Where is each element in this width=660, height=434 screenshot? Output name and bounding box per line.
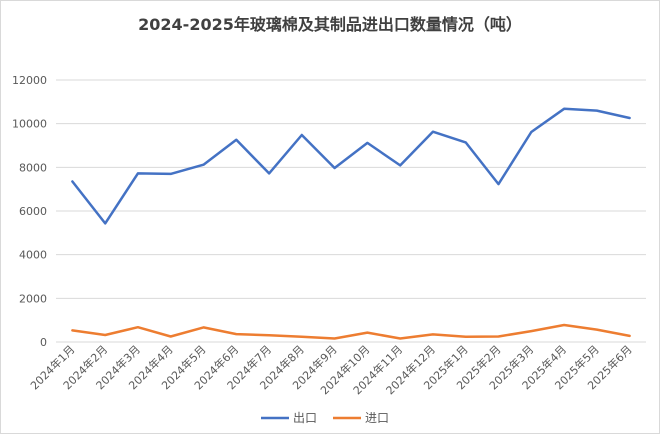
x-axis-ticks: 2024年1月2024年2月2024年3月2024年4月2024年5月2024年…	[27, 342, 634, 397]
y-tick-label: 4000	[19, 249, 47, 262]
y-tick-label: 10000	[12, 118, 47, 131]
y-axis-ticks: 0 2000 4000 6000 8000 10000 12000	[12, 74, 47, 349]
series-lines	[71, 107, 631, 340]
chart-title: 2024-2025年玻璃棉及其制品进出口数量情况（吨）	[138, 15, 522, 34]
legend: 出口 进口	[261, 411, 389, 425]
y-tick-label: 2000	[19, 292, 47, 305]
y-tick-label: 8000	[19, 161, 47, 174]
series-line-import	[71, 323, 631, 340]
y-tick-label: 6000	[19, 205, 47, 218]
gridlines	[56, 79, 646, 343]
series-line-export	[71, 107, 631, 225]
legend-label: 进口	[365, 411, 389, 425]
y-tick-label: 0	[40, 336, 47, 349]
legend-label: 出口	[293, 411, 317, 425]
y-tick-label: 12000	[12, 74, 47, 87]
